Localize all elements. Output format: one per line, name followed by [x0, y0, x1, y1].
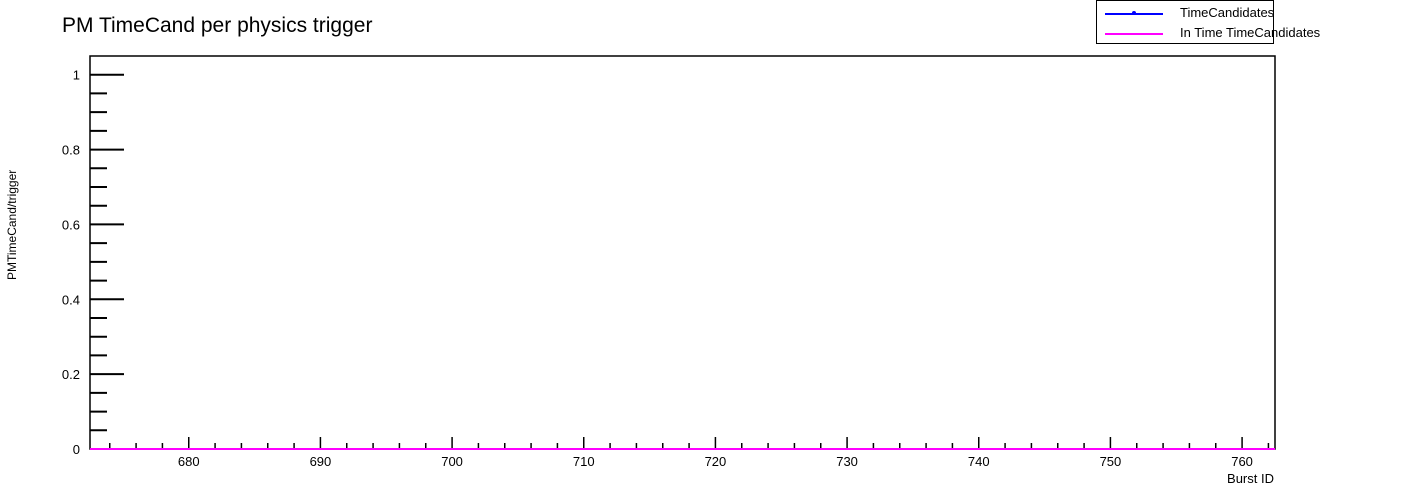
- x-tick-label: 730: [836, 454, 858, 469]
- y-tick-label: 0.2: [62, 367, 80, 382]
- plot-frame: [89, 55, 1276, 450]
- x-tick-label: 710: [573, 454, 595, 469]
- legend-label-timecandidates: TimeCandidates: [1180, 5, 1275, 20]
- x-axis-label: Burst ID: [1227, 471, 1274, 486]
- y-tick-label: 0: [73, 442, 80, 457]
- x-tick-label: 680: [178, 454, 200, 469]
- x-tick-label: 760: [1231, 454, 1253, 469]
- legend: TimeCandidates In Time TimeCandidates: [1096, 0, 1320, 44]
- x-tick-label: 750: [1100, 454, 1122, 469]
- x-tick-label: 720: [705, 454, 727, 469]
- legend-entry-timecandidates: TimeCandidates: [1097, 3, 1275, 23]
- y-tick-label: 0.6: [62, 217, 80, 232]
- legend-entry-intime-timecandidates: In Time TimeCandidates: [1097, 23, 1320, 43]
- x-tick-label: 690: [310, 454, 332, 469]
- chart-title: PM TimeCand per physics trigger: [62, 14, 373, 37]
- y-tick-label: 0.8: [62, 143, 80, 158]
- legend-marker-timecandidates: [1132, 11, 1136, 15]
- y-tick-label: 0.4: [62, 292, 80, 307]
- legend-swatch-intime-timecandidates: [1105, 33, 1163, 35]
- x-tick-label: 700: [441, 454, 463, 469]
- y-tick-label: 1: [73, 68, 80, 83]
- x-tick-label: 740: [968, 454, 990, 469]
- legend-label-intime-timecandidates: In Time TimeCandidates: [1180, 25, 1321, 40]
